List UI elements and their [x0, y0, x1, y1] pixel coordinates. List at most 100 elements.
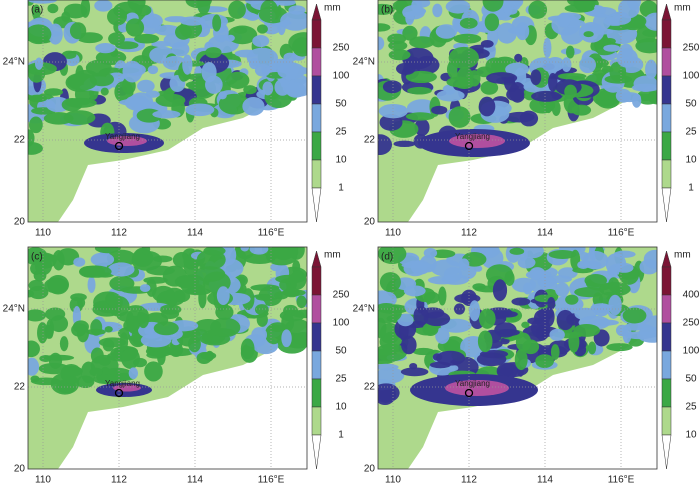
rain-blob — [73, 257, 86, 267]
rain-blob — [435, 350, 466, 366]
rain-blob — [296, 295, 307, 309]
rain-blob — [453, 33, 482, 44]
rain-blob — [218, 91, 227, 100]
station-marker — [464, 388, 474, 398]
rain-blob — [207, 328, 236, 337]
rain-blob — [144, 361, 163, 382]
rain-blob — [474, 265, 483, 272]
map-fill — [28, 247, 307, 469]
rain-blob — [194, 266, 226, 282]
rain-blob — [512, 0, 524, 8]
rain-blob — [443, 267, 463, 283]
rain-blob — [378, 247, 407, 264]
rain-blob — [227, 25, 258, 45]
rain-blob — [171, 41, 190, 57]
colorbar-label: 25 — [335, 374, 347, 385]
rain-blob — [527, 317, 543, 325]
rain-blob — [124, 95, 150, 111]
rain-blob — [405, 70, 437, 84]
colorbar-segment — [661, 406, 672, 436]
rain-blob — [61, 11, 71, 22]
rain-blob — [172, 290, 191, 303]
rain-blob — [521, 247, 544, 259]
rain-blob — [28, 94, 48, 103]
rain-blob — [414, 118, 430, 137]
rain-blob — [618, 0, 640, 19]
rain-blob — [587, 319, 619, 326]
rain-blob — [531, 90, 562, 102]
rain-blob — [631, 83, 657, 92]
rain-blob — [28, 285, 49, 300]
rain-blob — [254, 63, 271, 77]
rain-blob — [145, 90, 160, 98]
colorbar-label: 250 — [333, 290, 350, 301]
rain-blob — [258, 5, 288, 24]
rain-blob — [590, 303, 612, 314]
rain-blob — [80, 361, 97, 384]
panel-label: (b) — [381, 5, 393, 16]
rain-blob — [280, 10, 307, 31]
rain-blob — [93, 374, 118, 384]
rain-blob — [28, 357, 40, 376]
x-tick-label: 116°E — [608, 228, 635, 239]
x-tick-label: 116°E — [258, 228, 285, 239]
rain-blob — [515, 22, 530, 41]
rain-blob — [603, 44, 621, 52]
colorbar-unit: mm — [674, 3, 691, 14]
rain-blob — [28, 141, 43, 155]
rain-blob — [147, 65, 159, 75]
rain-blob — [606, 343, 633, 352]
rain-blob — [458, 258, 470, 271]
rain-blob — [251, 327, 268, 343]
rain-blob — [249, 247, 269, 255]
rain-blob — [293, 332, 307, 345]
rain-blob — [256, 312, 268, 327]
rain-blob — [548, 72, 558, 92]
rain-blob — [484, 13, 500, 32]
rain-blob — [480, 40, 494, 48]
colorbar-unit: mm — [324, 250, 341, 261]
rain-blob — [89, 367, 103, 377]
colorbar-label: 250 — [333, 43, 350, 54]
colorbar-label: 1 — [338, 183, 344, 194]
rain-blob — [47, 3, 59, 14]
y-tick-label: 20 — [14, 217, 26, 228]
panel-label: (c) — [31, 252, 43, 263]
rain-blob — [479, 349, 509, 359]
x-tick-label: 112 — [111, 228, 127, 239]
rain-blob — [557, 12, 571, 28]
rain-blob — [59, 336, 69, 352]
y-tick-label: 24°N — [3, 57, 25, 68]
rain-blob — [31, 4, 41, 20]
colorbar-segment — [311, 294, 322, 324]
map-panel: Yangjiang(c)110 112 114 116°E24°N2220mm2501… — [3, 246, 350, 486]
y-tick-label: 24°N — [353, 57, 375, 68]
map-frame — [27, 246, 308, 470]
rain-blob — [137, 308, 150, 329]
rain-blob — [185, 103, 215, 117]
rain-blob — [515, 332, 532, 352]
rain-blob — [547, 296, 556, 310]
rain-blob — [49, 315, 69, 333]
rain-blob — [44, 277, 69, 294]
colorbar-segment — [661, 75, 672, 105]
rain-blob — [107, 7, 127, 26]
rain-blob — [631, 93, 642, 108]
rain-blob — [448, 106, 471, 128]
rain-core — [449, 134, 505, 148]
rain-blob — [28, 289, 35, 298]
rain-blob — [511, 297, 531, 306]
rain-blob — [291, 309, 307, 319]
colorbar-segment — [661, 266, 672, 296]
rain-blob — [529, 267, 546, 281]
rain-blob — [584, 273, 607, 288]
rain-blob — [205, 47, 222, 59]
rain-blob — [285, 82, 306, 98]
x-tick-label: 112 — [111, 475, 127, 486]
rain-blob — [477, 330, 493, 353]
colorbar-label: 10 — [685, 155, 697, 166]
y-tick-label: 22 — [364, 135, 376, 146]
rain-blob — [216, 286, 230, 305]
x-tick-label: 112 — [461, 228, 477, 239]
